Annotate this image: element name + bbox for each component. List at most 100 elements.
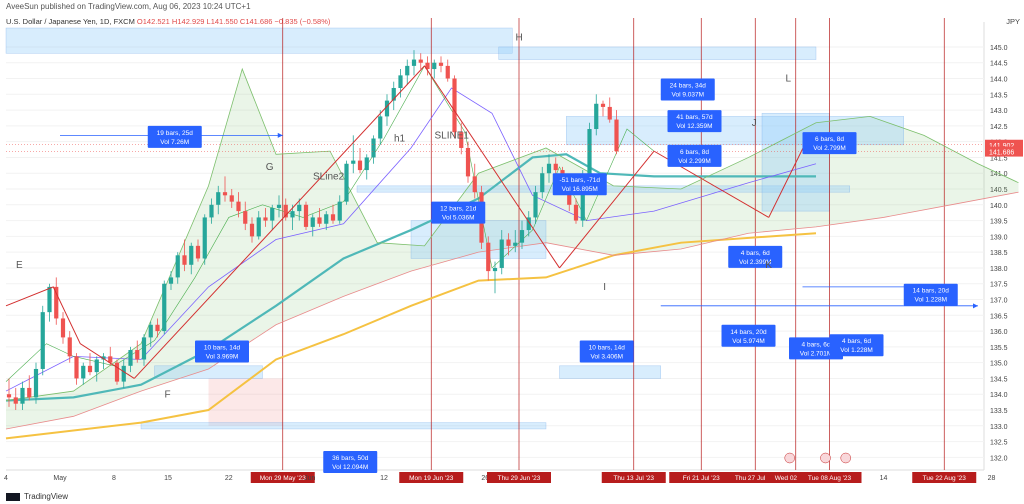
y-tick-label: 144.0 [990, 77, 1008, 84]
measure-label-text: Vol 3.969M [206, 354, 239, 361]
x-tick-label: 26 [481, 475, 489, 482]
measure-label-text: 4 bars, 6d [741, 250, 770, 257]
candle-body [209, 204, 214, 218]
symbol-name: U.S. Dollar / Japanese Yen, 1D, FXCM [6, 17, 135, 26]
indicator-line-senkou_a [5, 67, 1019, 401]
y-tick-label: 137.5 [990, 282, 1008, 289]
candle-body [94, 359, 99, 373]
symbol-bar: U.S. Dollar / Japanese Yen, 1D, FXCM O14… [6, 17, 330, 26]
candle-body [263, 217, 268, 221]
candle-body [533, 192, 538, 218]
candle-body [567, 185, 572, 205]
measure-label-bg [579, 340, 634, 363]
y-tick-label: 135.0 [990, 361, 1008, 368]
candle-body [513, 242, 518, 246]
y-tick-label: 133.5 [990, 408, 1008, 415]
candle-body [155, 324, 160, 332]
price-tag-label: 141.686 [989, 150, 1014, 157]
arrow-head [973, 303, 978, 309]
measure-label-text: 6 bars, 8d [680, 149, 709, 156]
y-tick-label: 141.5 [990, 155, 1008, 162]
trend-line [424, 65, 560, 269]
candle-body [357, 160, 363, 171]
indicator-line-senkou_b [5, 191, 1019, 430]
candle-body [411, 59, 417, 66]
measure-label-text: Vol 2.299M [678, 158, 711, 165]
measure-label-text: Vol 2.799M [813, 145, 846, 152]
candle-body [324, 214, 329, 224]
candle-body [189, 245, 194, 265]
y-tick-label: 136.5 [990, 313, 1008, 320]
measure-label-bg [903, 283, 958, 306]
candle-body [13, 397, 18, 404]
measure-label-text: 10 bars, 14d [589, 345, 626, 352]
wave-annotation: SLine2 [313, 172, 345, 183]
measure-label-text: Vol 12.359M [676, 123, 712, 130]
candle-body [425, 62, 430, 70]
candle-body [351, 160, 356, 164]
y-tick-label: 143.5 [990, 92, 1008, 99]
y-tick-label: 136.0 [990, 329, 1008, 336]
candle-body [398, 75, 403, 88]
measure-label-bg [147, 125, 202, 148]
candle-body [290, 211, 295, 218]
candle-body [330, 214, 336, 221]
candle-body [452, 78, 457, 133]
measure-label-text: Vol 5.974M [732, 338, 765, 345]
candle-body [445, 65, 450, 79]
brand-name: TradingView [24, 492, 69, 501]
wave-annotation: I [603, 282, 606, 293]
candle-body [297, 204, 302, 212]
candle-body [432, 62, 437, 70]
wave-annotation: E [16, 260, 23, 271]
x-tick-highlight-bg [669, 472, 734, 483]
candle-body [202, 217, 207, 259]
candle-body [391, 87, 396, 101]
measure-label-text: 36 bars, 50d [332, 455, 369, 462]
measure-label-text: Vol 3.406M [590, 354, 623, 361]
measure-label-bg [829, 334, 884, 357]
measure-label-text: Vol 12.094M [332, 464, 368, 471]
measure-label-text: 19 bars, 25d [157, 130, 194, 137]
candle-body [6, 394, 12, 398]
y-tick-label: 140.5 [990, 187, 1008, 194]
economic-event-icon [840, 452, 851, 464]
candle-body [344, 163, 349, 202]
x-tick-label: 15 [164, 475, 172, 482]
candle-body [256, 217, 261, 237]
trend-line [133, 65, 425, 379]
candle-body [182, 255, 187, 265]
published-header: AveeSun published on TradingView.com, Au… [6, 2, 251, 11]
measure-label-bg [552, 173, 607, 196]
y-tick-label: 134.5 [990, 376, 1008, 383]
x-tick-label: Tue 22 Aug '23 [923, 475, 967, 482]
y-tick-label: 143.0 [990, 108, 1008, 115]
candle-body [405, 65, 410, 76]
x-tick-label: Thu 13 Jul '23 [613, 475, 654, 482]
ichimoku-cloud [6, 69, 1019, 429]
y-tick-label: 138.5 [990, 250, 1008, 257]
measure-label-bg [721, 324, 776, 347]
measure-label-bg [728, 245, 783, 268]
y-tick-label: 139.0 [990, 234, 1008, 241]
candle-body [418, 59, 423, 63]
candle-body [607, 106, 612, 120]
candle-body [67, 337, 72, 357]
candle-body [54, 286, 59, 319]
x-tick-label: 8 [112, 475, 116, 482]
candle-body [364, 157, 369, 171]
measure-label-text: 24 bars, 34d [670, 83, 707, 90]
wave-annotation: SLINE1 [435, 131, 470, 142]
candle-body [465, 147, 471, 177]
candle-body [148, 324, 153, 338]
candle-body [74, 356, 79, 379]
x-tick-highlight-bg [399, 472, 464, 483]
wave-annotation: H [516, 33, 523, 44]
candle-body [168, 277, 174, 284]
ohlc-readout: O142.521 H142.929 L141.550 C141.686 −0.8… [136, 17, 331, 26]
measure-label-bg [660, 78, 715, 101]
economic-event-icon [784, 452, 795, 464]
candle-body [236, 201, 241, 212]
y-tick-label: 134.0 [990, 392, 1008, 399]
measure-label-text: 12 bars, 21d [440, 206, 477, 213]
